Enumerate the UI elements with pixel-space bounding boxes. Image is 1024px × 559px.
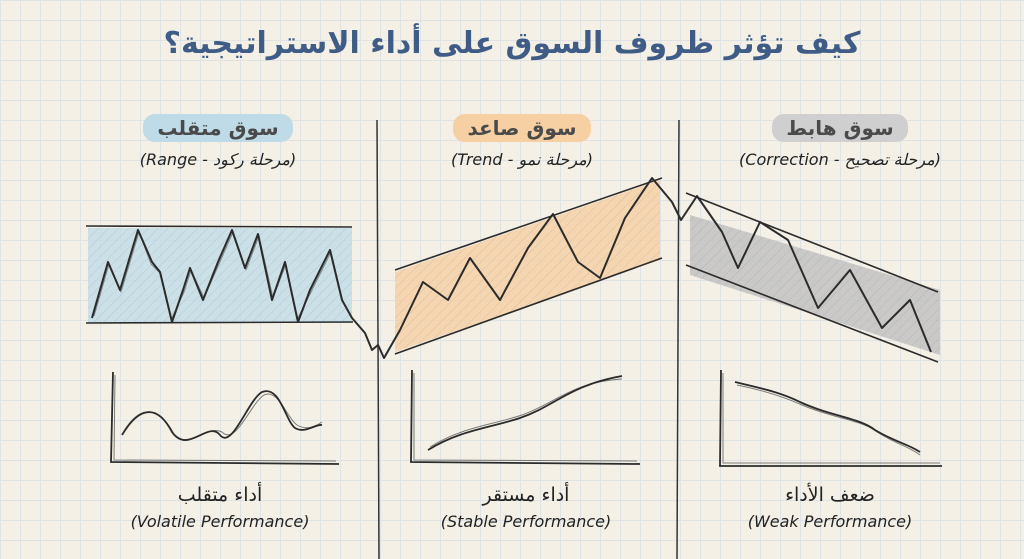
panel-heading-correction: سوق هابط (772, 114, 908, 142)
perf-label-stable-ar: أداء مستقر (482, 484, 570, 506)
perf-label-stable: أداء مستقر (Stable Performance) (376, 484, 676, 531)
panel-subtitle-range: (مرحلة ركود - Range) (139, 150, 297, 169)
panel-header-range: سوق متقلب (مرحلة ركود - Range) (68, 114, 368, 169)
perf-label-volatile: أداء متقلب (Volatile Performance) (70, 484, 370, 531)
panel-subtitle-trend: (مرحلة نمو - Trend) (451, 150, 593, 169)
panel-heading-range: سوق متقلب (143, 114, 293, 142)
perf-label-volatile-ar: أداء متقلب (177, 484, 263, 506)
perf-label-stable-en: (Stable Performance) (440, 512, 612, 531)
perf-label-volatile-en: (Volatile Performance) (130, 512, 310, 531)
uptrend-channel (394, 177, 663, 355)
downtrend-channel (685, 192, 940, 363)
page-title: كيف تؤثر ظروف السوق على أداء الاستراتيجي… (163, 26, 861, 61)
perf-chart-weak (719, 369, 942, 467)
perf-chart-volatile (110, 371, 340, 465)
panel-subtitle-correction: (مرحلة تصحيح - Correction) (739, 150, 941, 169)
perf-chart-stable (410, 369, 641, 465)
panel-heading-trend: سوق صاعد (453, 114, 591, 142)
perf-label-weak-en: (Weak Performance) (747, 512, 913, 531)
panel-header-trend: سوق صاعد (مرحلة نمو - Trend) (372, 114, 672, 169)
perf-label-weak-ar: ضعف الأداء (785, 484, 875, 506)
price-path (91, 177, 932, 359)
divider-right (676, 119, 680, 559)
perf-label-weak: ضعف الأداء (Weak Performance) (680, 484, 980, 531)
divider-left (376, 119, 380, 559)
panel-header-correction: سوق هابط (مرحلة تصحيح - Correction) (690, 114, 990, 169)
range-channel (85, 225, 354, 324)
